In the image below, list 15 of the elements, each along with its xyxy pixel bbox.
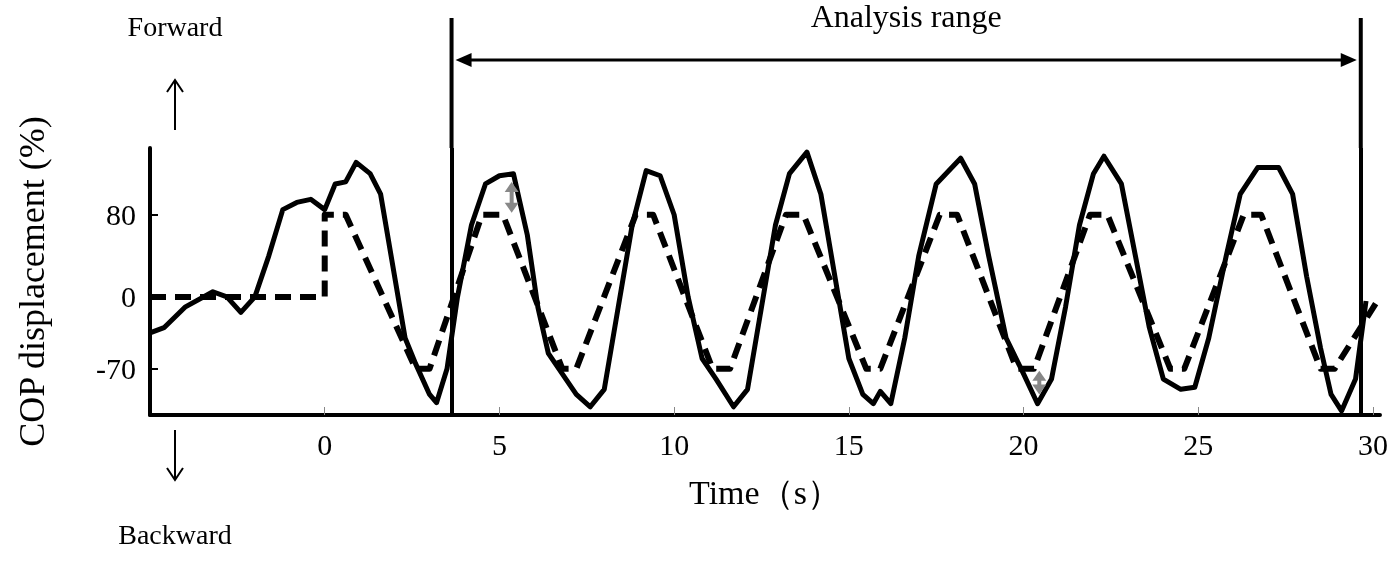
y-tick-label: -70 (96, 352, 136, 386)
x-tick-label: 15 (833, 427, 864, 461)
text: Backward (118, 518, 232, 550)
y-tick-label: 0 (121, 280, 136, 314)
x-tick-label: 10 (659, 427, 690, 461)
text: Forward (127, 10, 223, 42)
x-tick-label: 0 (317, 427, 333, 461)
y-tick-label: 80 (106, 198, 136, 232)
x-tick-label: 25 (1183, 427, 1214, 461)
y-axis-title: COP displacement (%) (12, 116, 52, 447)
x-axis-title: Time（s） (689, 473, 841, 511)
x-tick-label: 20 (1008, 427, 1039, 461)
x-tick-label: 30 (1358, 427, 1388, 461)
x-tick-label: 5 (491, 427, 507, 461)
text: Analysis range (810, 0, 1002, 34)
